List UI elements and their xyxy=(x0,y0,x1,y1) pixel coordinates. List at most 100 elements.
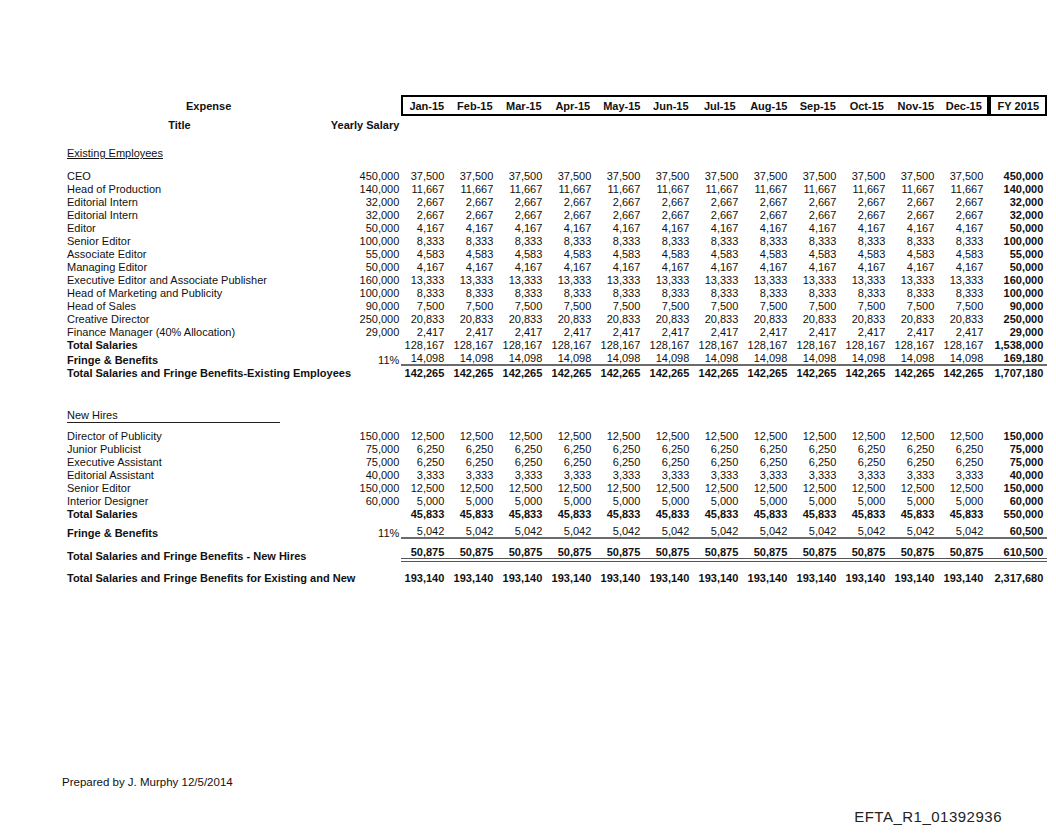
cell-fy-value: 40,000 xyxy=(989,468,1047,481)
cell-month-value: 11,667 xyxy=(499,182,548,195)
cell-yearly-salary: 150,000 xyxy=(355,481,401,494)
cell-month-value: 37,500 xyxy=(793,169,842,182)
cell-month-value: 4,167 xyxy=(744,260,793,273)
cell-month-value: 2,667 xyxy=(450,195,499,208)
cell-month-value: 8,333 xyxy=(499,286,548,299)
cell-month-value: 5,042 xyxy=(597,520,646,539)
cell-month-value: 4,167 xyxy=(744,221,793,234)
section-existing-employees: Existing EmployeesCEO450,00037,50037,500… xyxy=(62,132,1047,379)
cell-row-label: CEO xyxy=(62,169,355,182)
cell-month-value: 128,167 xyxy=(842,338,891,351)
section-heading: Existing Employees xyxy=(67,147,163,159)
month-header-cell: Jul-15 xyxy=(695,95,744,116)
cell-month-value: 3,333 xyxy=(891,468,940,481)
cell-month-value: 2,667 xyxy=(891,208,940,221)
cell-month-value: 3,333 xyxy=(499,468,548,481)
cell-yearly-salary: 250,000 xyxy=(355,312,401,325)
cell-month-value: 142,265 xyxy=(695,366,744,379)
cell-month-value: 2,667 xyxy=(744,195,793,208)
cell-month-value: 8,333 xyxy=(646,286,695,299)
table-row: Editor50,0004,1674,1674,1674,1674,1674,1… xyxy=(62,221,1047,234)
cell-month-value: 128,167 xyxy=(450,338,499,351)
cell-month-value: 6,250 xyxy=(793,455,842,468)
cell-month-value: 3,333 xyxy=(646,468,695,481)
cell-month-value: 2,667 xyxy=(499,195,548,208)
cell-month-value: 20,833 xyxy=(940,312,989,325)
cell-month-value: 193,140 xyxy=(499,570,548,584)
table-row: Editorial Intern32,0002,6672,6672,6672,6… xyxy=(62,208,1047,221)
cell-yearly-salary: 160,000 xyxy=(355,273,401,286)
cell-month-value: 4,583 xyxy=(842,247,891,260)
spacer-row xyxy=(62,159,1047,169)
cell-month-value: 12,500 xyxy=(450,481,499,494)
cell-month-value: 3,333 xyxy=(450,468,499,481)
cell-row-label: Executive Editor and Associate Publisher xyxy=(62,273,355,286)
cell-month-value: 142,265 xyxy=(499,366,548,379)
cell-month-value: 37,500 xyxy=(597,169,646,182)
cell-month-value: 20,833 xyxy=(793,312,842,325)
cell-yearly-salary: 75,000 xyxy=(355,455,401,468)
salary-budget-table: Expense Jan-15Feb-15Mar-15Apr-15May-15Ju… xyxy=(62,95,1047,584)
cell-month-value: 2,667 xyxy=(548,195,597,208)
cell-month-value: 5,042 xyxy=(940,520,989,539)
cell-fy-value: 169,180 xyxy=(989,351,1047,366)
cell-month-value: 4,167 xyxy=(842,221,891,234)
cell-row-label: Total Salaries and Fringe Benefits - New… xyxy=(62,539,355,562)
cell-yearly-salary: 40,000 xyxy=(355,468,401,481)
cell-month-value: 4,583 xyxy=(499,247,548,260)
table-row: Total Salaries128,167128,167128,167128,1… xyxy=(62,338,1047,351)
cell-month-value: 4,167 xyxy=(597,221,646,234)
cell-month-value: 8,333 xyxy=(842,234,891,247)
cell-month-value: 142,265 xyxy=(597,366,646,379)
cell-month-value: 50,875 xyxy=(891,539,940,562)
cell-row-label: Total Salaries xyxy=(62,338,355,351)
cell-month-value: 12,500 xyxy=(548,429,597,442)
cell-month-value: 50,875 xyxy=(646,539,695,562)
cell-month-value: 5,000 xyxy=(842,494,891,507)
cell-fy-value: 50,000 xyxy=(989,260,1047,273)
cell-month-value: 11,667 xyxy=(646,182,695,195)
cell-month-value: 4,167 xyxy=(793,260,842,273)
cell-month-value: 4,167 xyxy=(499,221,548,234)
cell-month-value: 12,500 xyxy=(695,429,744,442)
cell-month-value: 128,167 xyxy=(940,338,989,351)
cell-row-label: Senior Editor xyxy=(62,481,355,494)
cell-month-value: 6,250 xyxy=(940,442,989,455)
cell-month-value: 37,500 xyxy=(695,169,744,182)
cell-month-value: 8,333 xyxy=(793,234,842,247)
month-header-cell: Mar-15 xyxy=(499,95,548,116)
cell-month-value: 11,667 xyxy=(401,182,450,195)
cell-month-value: 20,833 xyxy=(597,312,646,325)
cell-month-value: 3,333 xyxy=(842,468,891,481)
table-row: Total Salaries and Fringe Benefits - New… xyxy=(62,539,1047,562)
cell-month-value: 5,042 xyxy=(891,520,940,539)
cell-month-value: 7,500 xyxy=(744,299,793,312)
cell-month-value: 5,000 xyxy=(499,494,548,507)
table-row: Creative Director250,00020,83320,83320,8… xyxy=(62,312,1047,325)
cell-month-value: 7,500 xyxy=(842,299,891,312)
cell-month-value: 45,833 xyxy=(793,507,842,520)
cell-fy-value: 32,000 xyxy=(989,208,1047,221)
cell-month-value: 5,000 xyxy=(597,494,646,507)
cell-month-value: 193,140 xyxy=(401,570,450,584)
cell-month-value: 128,167 xyxy=(891,338,940,351)
cell-month-value: 7,500 xyxy=(499,299,548,312)
cell-month-value: 6,250 xyxy=(450,442,499,455)
cell-month-value: 14,098 xyxy=(597,351,646,366)
month-header-cell: Oct-15 xyxy=(842,95,891,116)
cell-month-value: 2,417 xyxy=(597,325,646,338)
cell-month-value: 45,833 xyxy=(695,507,744,520)
cell-month-value: 6,250 xyxy=(793,442,842,455)
cell-month-value: 20,833 xyxy=(842,312,891,325)
cell-month-value: 7,500 xyxy=(695,299,744,312)
cell-month-value: 4,167 xyxy=(646,260,695,273)
cell-month-value: 50,875 xyxy=(401,539,450,562)
cell-month-value: 14,098 xyxy=(891,351,940,366)
cell-month-value: 6,250 xyxy=(548,455,597,468)
cell-row-label: Executive Assistant xyxy=(62,455,355,468)
cell-month-value: 20,833 xyxy=(695,312,744,325)
cell-month-value: 193,140 xyxy=(597,570,646,584)
cell-month-value: 4,167 xyxy=(401,221,450,234)
cell-month-value: 45,833 xyxy=(499,507,548,520)
cell-yearly-salary: 90,000 xyxy=(355,299,401,312)
